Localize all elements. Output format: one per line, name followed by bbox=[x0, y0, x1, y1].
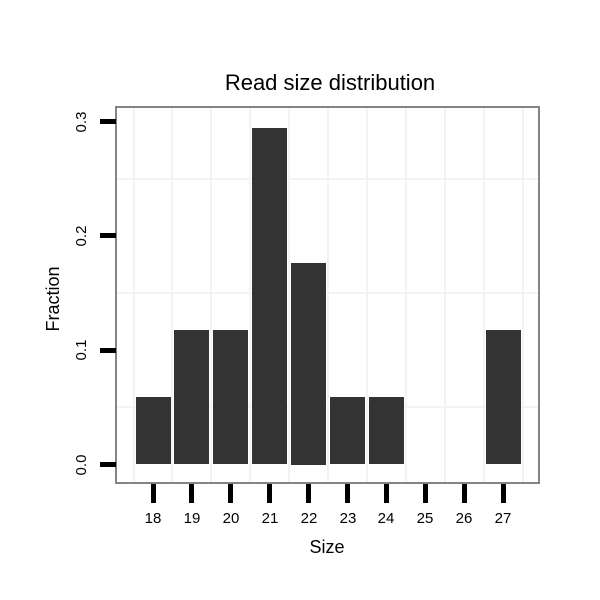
bar-size-20 bbox=[213, 330, 248, 464]
y-axis-tick-0.1 bbox=[100, 348, 116, 353]
minor-gridline-vertical bbox=[366, 108, 368, 482]
minor-gridline-vertical bbox=[522, 108, 524, 482]
x-axis-label: Size bbox=[309, 537, 345, 557]
x-tick-label-24: 24 bbox=[377, 510, 395, 527]
minor-gridline-vertical bbox=[444, 108, 446, 482]
minor-gridline-horizontal bbox=[117, 406, 538, 408]
y-axis-tick-0.2 bbox=[100, 233, 116, 238]
x-tick-label-25: 25 bbox=[416, 510, 434, 527]
x-axis-tick-22 bbox=[306, 484, 311, 503]
minor-gridline-vertical bbox=[249, 108, 251, 482]
x-axis-tick-20 bbox=[228, 484, 233, 503]
x-axis-tick-25 bbox=[423, 484, 428, 503]
y-tick-label-0.3: 0.3 bbox=[73, 111, 90, 133]
x-axis-tick-23 bbox=[345, 484, 350, 503]
x-axis-tick-21 bbox=[267, 484, 272, 503]
x-tick-label-26: 26 bbox=[455, 510, 473, 527]
y-axis-tick-0.3 bbox=[100, 119, 116, 124]
y-tick-label-0.2: 0.2 bbox=[73, 225, 90, 247]
bar-size-27 bbox=[486, 330, 521, 464]
bar-size-22 bbox=[291, 263, 326, 465]
minor-gridline-vertical bbox=[171, 108, 173, 482]
x-tick-label-22: 22 bbox=[300, 510, 318, 527]
y-axis-tick-0.0 bbox=[100, 462, 116, 467]
x-axis-tick-27 bbox=[501, 484, 506, 503]
minor-gridline-vertical bbox=[288, 108, 290, 482]
minor-gridline-vertical bbox=[327, 108, 329, 482]
minor-gridline-vertical bbox=[133, 108, 135, 482]
y-axis-label: Fraction bbox=[43, 266, 63, 332]
bar-size-24 bbox=[369, 397, 404, 464]
x-tick-label-18: 18 bbox=[144, 510, 162, 527]
x-axis-tick-24 bbox=[384, 484, 389, 503]
bar-size-21 bbox=[252, 128, 287, 464]
x-axis-tick-19 bbox=[189, 484, 194, 503]
bar-size-19 bbox=[174, 330, 209, 464]
minor-gridline-vertical bbox=[210, 108, 212, 482]
chart-title: Read size distribution bbox=[224, 70, 436, 95]
x-tick-label-19: 19 bbox=[183, 510, 201, 527]
x-axis-tick-18 bbox=[151, 484, 156, 503]
minor-gridline-vertical bbox=[405, 108, 407, 482]
plot-panel bbox=[115, 106, 540, 484]
y-tick-label-0.1: 0.1 bbox=[73, 339, 90, 361]
x-tick-label-20: 20 bbox=[222, 510, 240, 527]
minor-gridline-horizontal bbox=[117, 178, 538, 180]
x-axis-tick-26 bbox=[462, 484, 467, 503]
minor-gridline-vertical bbox=[483, 108, 485, 482]
x-tick-label-27: 27 bbox=[494, 510, 512, 527]
bar-size-18 bbox=[136, 397, 171, 464]
minor-gridline-horizontal bbox=[117, 292, 538, 294]
bar-size-23 bbox=[330, 397, 365, 464]
y-tick-label-0.0: 0.0 bbox=[73, 454, 90, 476]
x-tick-label-21: 21 bbox=[261, 510, 279, 527]
x-tick-label-23: 23 bbox=[339, 510, 357, 527]
